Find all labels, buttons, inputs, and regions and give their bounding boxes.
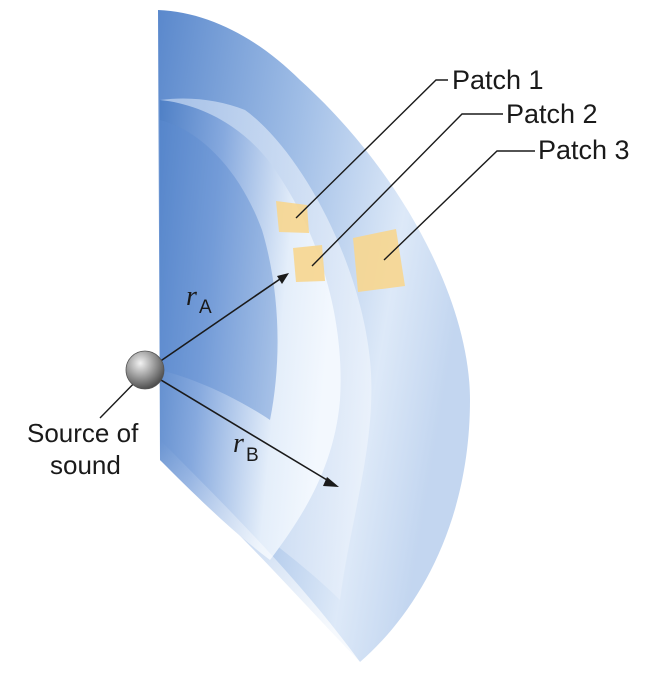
patch-1-leader [295,79,448,219]
patch-1-label: Patch 1 [452,65,544,95]
source-label-line-1: Source of [27,418,139,448]
patch-3-label: Patch 3 [538,135,630,165]
source-label-line-2: sound [50,450,121,480]
patch-2-leader [311,113,503,267]
patch-2 [293,245,325,282]
patch-3 [353,229,405,292]
sound-source [125,350,165,390]
radius-b-arrow [145,370,339,487]
patch-2-label: Patch 2 [506,99,598,129]
radius-a-subscript: A [199,297,212,318]
radius-b-label: r [233,428,244,459]
radius-a-label: r [186,281,197,312]
patch-3-leader [383,150,535,261]
radius-b-subscript: B [246,445,259,466]
patch-1 [276,201,309,233]
radius-a-arrow [145,273,289,372]
inner-cavity [160,120,278,420]
